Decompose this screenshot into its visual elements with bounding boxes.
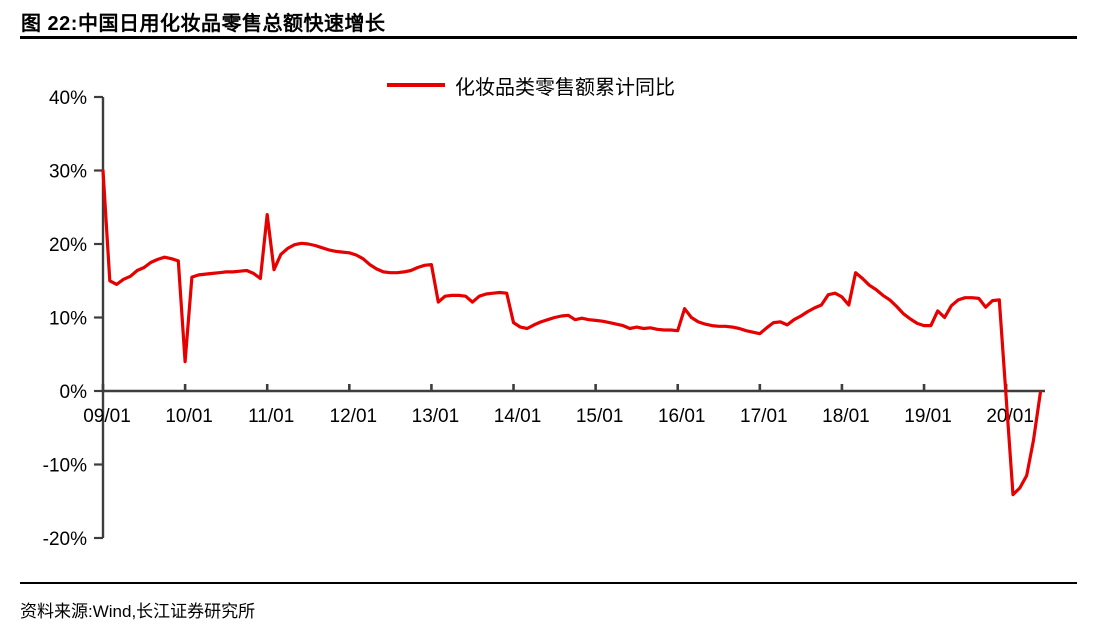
page-title: 图 22:中国日用化妆品零售总额快速增长: [21, 13, 386, 35]
y-axis-label: 40%: [49, 88, 87, 109]
y-axis-label: -10%: [43, 456, 87, 477]
x-axis-label: 19/01: [904, 406, 952, 427]
source-text: 资料来源:Wind,长江证券研究所: [20, 602, 256, 621]
x-axis-label: 13/01: [412, 406, 460, 427]
x-axis-label: 11/01: [248, 406, 294, 427]
title-underline: [20, 36, 1077, 39]
x-axis-label: 18/01: [822, 406, 870, 427]
legend-label: 化妆品类零售额累计同比: [455, 76, 675, 99]
x-axis-label: 12/01: [330, 406, 378, 427]
x-axis-label: 09/01: [83, 406, 131, 427]
x-axis-label: 16/01: [658, 406, 706, 427]
y-axis-label: -20%: [43, 529, 87, 550]
y-axis-label: 20%: [49, 235, 87, 256]
source-divider: [20, 582, 1077, 584]
legend-line-swatch: [387, 83, 445, 87]
x-axis-label: 10/01: [165, 406, 213, 427]
series-line: [101, 168, 1042, 497]
y-axis-label: 30%: [49, 162, 87, 183]
y-axis-label: 10%: [49, 309, 87, 330]
chart-legend: 化妆品类零售额累计同比: [387, 72, 675, 99]
x-axis-label: 14/01: [494, 406, 542, 427]
y-axis-label: 0%: [60, 382, 88, 403]
x-axis-label: 15/01: [576, 406, 624, 427]
x-axis-label: 20/01: [986, 406, 1034, 427]
x-axis-label: 17/01: [740, 406, 788, 427]
